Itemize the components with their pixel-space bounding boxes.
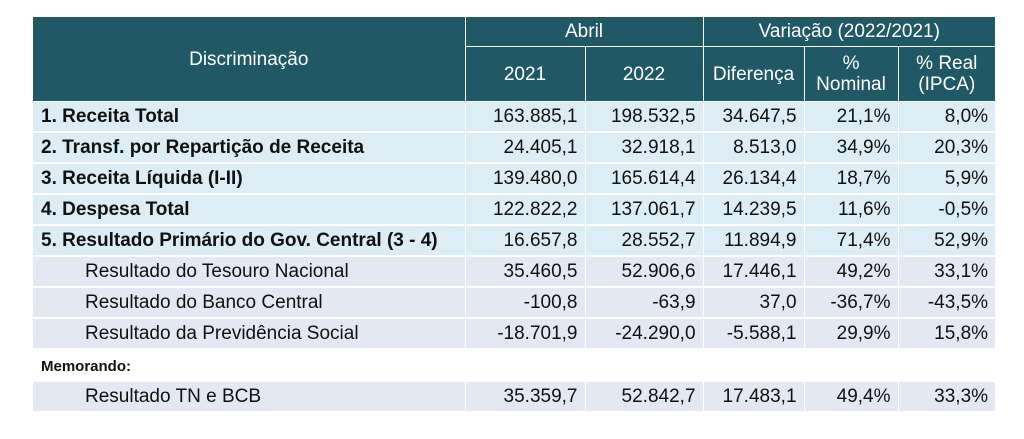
header-discriminacao: Discriminação [33,17,466,102]
header-row-top: Discriminação Abril Variação (2022/2021) [33,17,996,102]
cell-diferenca: 37,0 [703,287,805,319]
cell-nominal: 18,7% [804,163,899,195]
cell-real: 5,9% [898,163,996,195]
cell-diferenca: 26.134,4 [703,163,805,195]
table-row: 2. Transf. por Repartição de Receita 24.… [33,132,996,164]
table-row: 1. Receita Total 163.885,1 198.532,5 34.… [33,101,996,133]
cell-2022: 198.532,5 [585,101,704,133]
cell-2022: 165.614,4 [585,163,704,195]
cell-nominal: -36,7% [804,287,899,319]
cell-2022: 28.552,7 [585,225,704,257]
header-row-bottom: 2021 2022 Diferença % Nominal % Real (IP… [33,46,996,102]
cell-nominal: 49,4% [804,381,899,413]
row-label: Resultado da Previdência Social [33,318,466,350]
memo-label: Memorando: [33,349,996,382]
cell-2021: 24.405,1 [465,132,586,164]
header-diferenca: Diferença [703,46,805,102]
cell-nominal: 49,2% [804,256,899,288]
header-2021: 2021 [465,46,586,102]
cell-real: 52,9% [898,225,996,257]
table-row: Resultado do Tesouro Nacional 35.460,5 5… [33,256,996,288]
cell-2022: 52.906,6 [585,256,704,288]
cell-nominal: 34,9% [804,132,899,164]
row-label: Resultado do Banco Central [33,287,466,319]
header-abril: Abril [465,17,704,47]
header-nominal: % Nominal [804,46,899,102]
cell-2022: -63,9 [585,287,704,319]
cell-diferenca: 17.446,1 [703,256,805,288]
memo-heading-row: Memorando: [33,349,996,382]
row-label: 2. Transf. por Repartição de Receita [33,132,466,164]
cell-real: 33,1% [898,256,996,288]
cell-2021: -18.701,9 [465,318,586,350]
cell-nominal: 71,4% [804,225,899,257]
cell-diferenca: 34.647,5 [703,101,805,133]
row-label: Resultado do Tesouro Nacional [33,256,466,288]
cell-nominal: 29,9% [804,318,899,350]
cell-2021: -100,8 [465,287,586,319]
cell-diferenca: 14.239,5 [703,194,805,226]
table-row: 4. Despesa Total 122.822,2 137.061,7 14.… [33,194,996,226]
header-real: % Real (IPCA) [898,46,996,102]
cell-2021: 16.657,8 [465,225,586,257]
cell-real: 20,3% [898,132,996,164]
cell-nominal: 21,1% [804,101,899,133]
table-row: 3. Receita Líquida (I-II) 139.480,0 165.… [33,163,996,195]
results-table: Discriminação Abril Variação (2022/2021)… [33,17,996,413]
header-variacao: Variação (2022/2021) [703,17,996,47]
table-row: Resultado da Previdência Social -18.701,… [33,318,996,350]
header-2022: 2022 [585,46,704,102]
table-row: Resultado TN e BCB 35.359,7 52.842,7 17.… [33,381,996,413]
cell-diferenca: 17.483,1 [703,381,805,413]
cell-diferenca: 8.513,0 [703,132,805,164]
cell-2022: -24.290,0 [585,318,704,350]
cell-nominal: 11,6% [804,194,899,226]
row-label: 5. Resultado Primário do Gov. Central (3… [33,225,466,257]
cell-2021: 139.480,0 [465,163,586,195]
row-label: Resultado TN e BCB [33,381,466,413]
row-label: 1. Receita Total [33,101,466,133]
cell-2021: 163.885,1 [465,101,586,133]
cell-2021: 35.359,7 [465,381,586,413]
row-label: 3. Receita Líquida (I-II) [33,163,466,195]
cell-2022: 32.918,1 [585,132,704,164]
cell-real: 33,3% [898,381,996,413]
cell-2021: 35.460,5 [465,256,586,288]
table-row: 5. Resultado Primário do Gov. Central (3… [33,225,996,257]
row-label: 4. Despesa Total [33,194,466,226]
cell-real: 15,8% [898,318,996,350]
cell-2022: 137.061,7 [585,194,704,226]
table-row: Resultado do Banco Central -100,8 -63,9 … [33,287,996,319]
cell-2022: 52.842,7 [585,381,704,413]
cell-real: 8,0% [898,101,996,133]
cell-diferenca: -5.588,1 [703,318,805,350]
cell-diferenca: 11.894,9 [703,225,805,257]
cell-2021: 122.822,2 [465,194,586,226]
cell-real: -43,5% [898,287,996,319]
cell-real: -0,5% [898,194,996,226]
